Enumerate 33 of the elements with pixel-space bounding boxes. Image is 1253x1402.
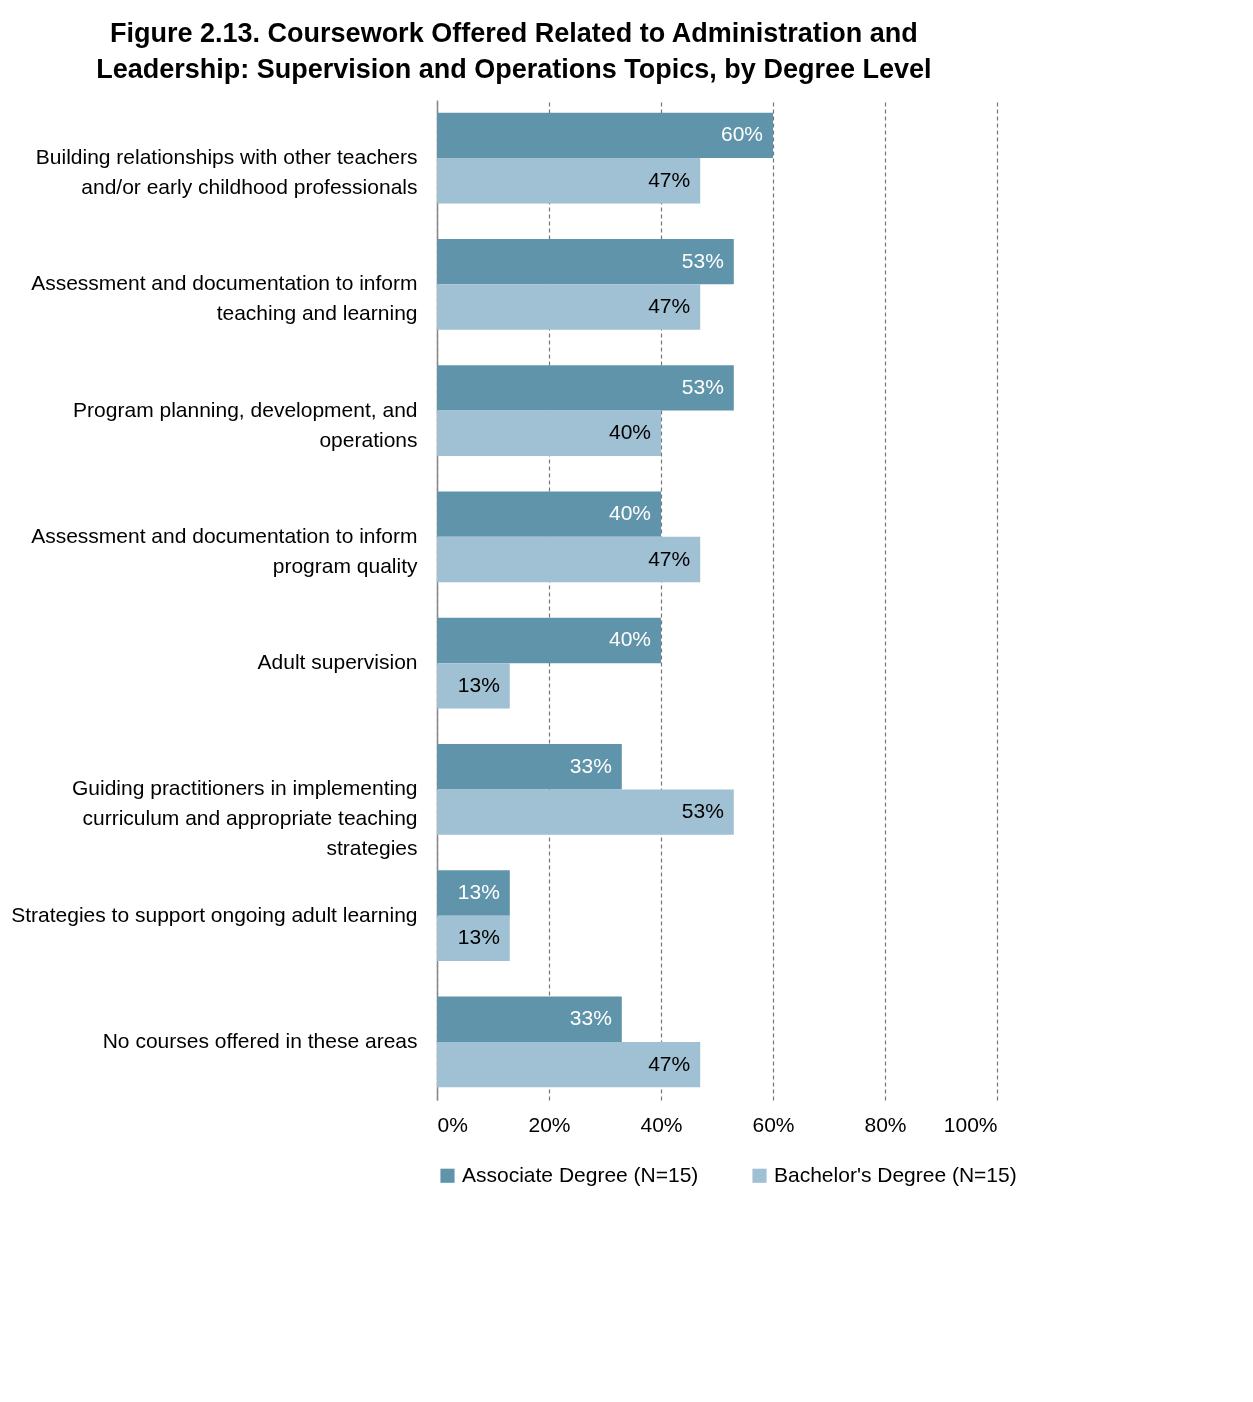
y-tick-label: Building relationships with other teachers and/or early childhood professionals bbox=[35, 145, 418, 199]
data-label: 40% bbox=[608, 420, 651, 444]
x-tick-label: 80% bbox=[864, 1112, 907, 1136]
x-tick-label: 0% bbox=[437, 1112, 468, 1136]
data-label: 13% bbox=[457, 672, 500, 696]
data-label: 13% bbox=[457, 879, 500, 903]
data-label: 40% bbox=[608, 501, 651, 525]
data-label: 47% bbox=[648, 546, 691, 570]
data-label: 47% bbox=[648, 167, 691, 191]
data-label: 13% bbox=[457, 925, 500, 949]
data-label: 60% bbox=[720, 122, 763, 146]
x-tick-label: 20% bbox=[528, 1112, 571, 1136]
y-tick-label: No courses offered in these areas bbox=[102, 1028, 418, 1052]
y-tick-label: Assessment and documentation to inform program quality bbox=[31, 523, 418, 577]
y-tick-label: Assessment and documentation to inform teaching and learning bbox=[31, 271, 418, 325]
chart-title: Figure 2.13. Coursework Offered Related to Administration and Leadership: Supervision and Operations Topics, by Degree Level bbox=[96, 18, 932, 84]
y-tick-label: Strategies to support ongoing adult learning bbox=[11, 902, 418, 926]
data-label: 53% bbox=[681, 248, 724, 272]
data-label: 33% bbox=[569, 753, 612, 777]
x-tick-label: 100% bbox=[943, 1112, 998, 1136]
data-label: 47% bbox=[648, 294, 691, 318]
data-label: 53% bbox=[681, 374, 724, 398]
data-label: 33% bbox=[569, 1006, 612, 1030]
y-tick-label: Adult supervision bbox=[257, 650, 418, 674]
data-label: 53% bbox=[681, 799, 724, 823]
data-label: 47% bbox=[648, 1051, 691, 1075]
y-tick-label: Guiding practitioners in implementing curriculum and appropriate teaching strategies bbox=[71, 776, 418, 860]
legend-label: Bachelor's Degree (N=15) bbox=[774, 1162, 1017, 1186]
y-tick-label: Program planning, development, and operations bbox=[73, 397, 418, 451]
data-label: 40% bbox=[608, 627, 651, 651]
x-tick-label: 60% bbox=[752, 1112, 795, 1136]
legend-label: Associate Degree (N=15) bbox=[462, 1162, 699, 1186]
x-tick-label: 40% bbox=[640, 1112, 683, 1136]
